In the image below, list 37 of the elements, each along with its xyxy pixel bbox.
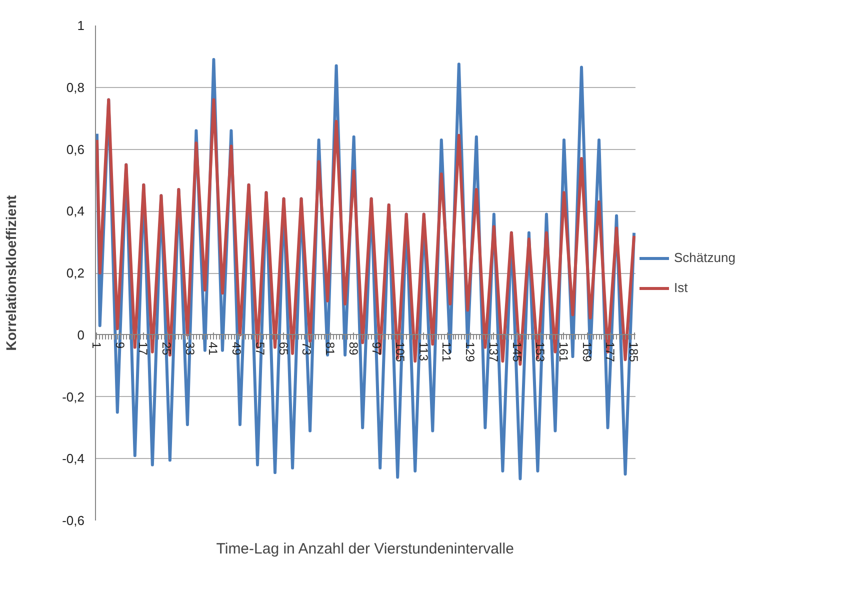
legend-label: Schätzung bbox=[674, 250, 736, 265]
y-tick-label: 0 bbox=[77, 327, 85, 342]
x-tick-label: 17 bbox=[136, 342, 150, 356]
x-tick-label: 49 bbox=[230, 342, 244, 356]
x-tick-label: 57 bbox=[252, 342, 267, 356]
legend-label: Ist bbox=[674, 280, 689, 295]
x-tick-label: 129 bbox=[463, 342, 478, 362]
x-tick-label: 73 bbox=[300, 342, 314, 356]
x-tick-label: 41 bbox=[206, 342, 220, 356]
y-tick-label: 0,8 bbox=[66, 80, 85, 95]
y-axis-title: Korrelationskloeffizient bbox=[3, 194, 20, 351]
x-tick-label: 65 bbox=[276, 342, 290, 356]
x-tick-label: 33 bbox=[182, 342, 197, 356]
y-tick-label: 0,6 bbox=[66, 142, 85, 157]
y-tick-label: 0,4 bbox=[66, 204, 85, 219]
y-tick-label: -0,2 bbox=[62, 389, 85, 404]
y-tick-label: 1 bbox=[77, 18, 85, 33]
x-tick-label: 137 bbox=[486, 342, 500, 362]
x-tick-label: 121 bbox=[440, 342, 454, 362]
x-tick-label: 105 bbox=[393, 342, 408, 362]
x-tick-label: 81 bbox=[322, 342, 337, 356]
x-tick-label: 89 bbox=[346, 342, 360, 356]
x-tick-label: 161 bbox=[556, 342, 570, 362]
y-tick-label: -0,4 bbox=[62, 451, 85, 466]
y-tick-label: -0,6 bbox=[62, 513, 85, 528]
x-tick-label: 177 bbox=[603, 342, 618, 362]
x-tick-label: 1 bbox=[89, 342, 104, 349]
x-tick-label: 9 bbox=[112, 342, 127, 349]
x-tick-label: 113 bbox=[416, 342, 430, 362]
x-axis-title: Time-Lag in Anzahl der Vierstundenintervalle bbox=[216, 540, 514, 558]
x-tick-label: 25 bbox=[160, 342, 174, 356]
x-tick-label: 169 bbox=[580, 342, 594, 362]
x-tick-label: 97 bbox=[370, 342, 384, 356]
y-tick-label: 0,2 bbox=[66, 266, 85, 280]
x-tick-label: 153 bbox=[533, 342, 548, 362]
x-tick-label: 145 bbox=[510, 342, 524, 362]
x-tick-label: 185 bbox=[626, 342, 641, 362]
